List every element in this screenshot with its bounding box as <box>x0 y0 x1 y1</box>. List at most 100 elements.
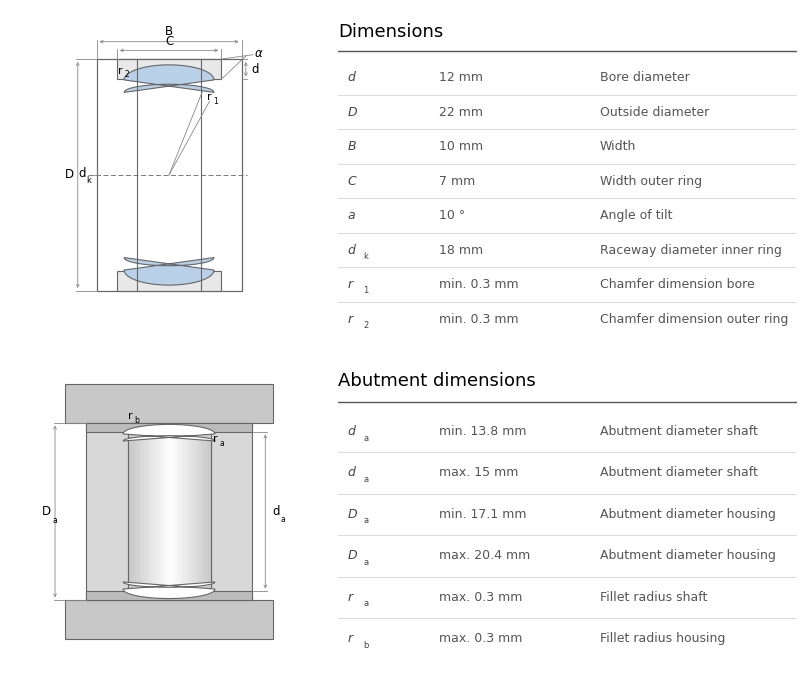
Bar <box>130 423 133 600</box>
Text: max. 20.4 mm: max. 20.4 mm <box>439 549 530 563</box>
Text: d: d <box>347 244 355 256</box>
Text: Bore diameter: Bore diameter <box>600 71 689 84</box>
Text: r: r <box>347 313 353 326</box>
Bar <box>142 423 144 600</box>
Text: B: B <box>165 25 173 38</box>
Bar <box>186 423 188 600</box>
Bar <box>97 59 242 291</box>
Text: d: d <box>78 167 85 180</box>
Text: d: d <box>273 505 280 518</box>
Text: 2: 2 <box>363 320 369 330</box>
Text: a: a <box>220 439 225 448</box>
Text: r: r <box>347 591 353 604</box>
Bar <box>150 423 152 600</box>
Bar <box>210 423 252 600</box>
Text: D: D <box>64 168 73 182</box>
Text: a: a <box>363 433 369 443</box>
Text: a: a <box>53 516 58 525</box>
Bar <box>200 423 202 600</box>
Bar <box>171 423 175 600</box>
Bar <box>191 423 194 600</box>
Text: max. 15 mm: max. 15 mm <box>439 466 518 479</box>
Text: 1: 1 <box>363 286 369 295</box>
Bar <box>144 423 147 600</box>
Text: r: r <box>347 278 353 291</box>
Text: Abutment diameter housing: Abutment diameter housing <box>600 508 775 521</box>
Text: Abutment diameter shaft: Abutment diameter shaft <box>600 466 758 479</box>
Text: C: C <box>165 35 173 48</box>
Text: max. 0.3 mm: max. 0.3 mm <box>439 633 522 645</box>
Text: Width: Width <box>600 140 636 153</box>
Polygon shape <box>123 582 215 598</box>
Bar <box>128 423 130 600</box>
Text: min. 13.8 mm: min. 13.8 mm <box>439 425 526 438</box>
Text: 2: 2 <box>125 71 130 79</box>
Text: a: a <box>363 475 369 484</box>
Text: d: d <box>347 425 355 438</box>
Bar <box>205 423 208 600</box>
Bar <box>86 423 128 600</box>
Text: 12 mm: 12 mm <box>439 71 483 84</box>
Text: r: r <box>213 434 218 444</box>
Text: Outside diameter: Outside diameter <box>600 106 709 118</box>
Bar <box>65 600 273 639</box>
Text: Fillet radius shaft: Fillet radius shaft <box>600 591 707 604</box>
Bar <box>177 423 180 600</box>
Text: D: D <box>42 505 51 518</box>
Bar <box>167 423 169 600</box>
Text: min. 17.1 mm: min. 17.1 mm <box>439 508 526 521</box>
Text: 18 mm: 18 mm <box>439 244 483 256</box>
Text: Fillet radius housing: Fillet radius housing <box>600 633 725 645</box>
Text: D: D <box>347 508 357 521</box>
Text: k: k <box>363 252 368 260</box>
Bar <box>169 423 171 600</box>
Bar <box>175 423 177 600</box>
Bar <box>86 592 252 600</box>
Text: a: a <box>363 558 369 567</box>
Text: 22 mm: 22 mm <box>439 106 483 118</box>
Bar <box>65 384 273 423</box>
Text: C: C <box>347 174 356 188</box>
Text: Chamfer dimension bore: Chamfer dimension bore <box>600 278 754 291</box>
Bar <box>158 423 161 600</box>
Bar <box>128 423 210 600</box>
Text: a: a <box>281 516 286 524</box>
Text: r: r <box>207 92 212 102</box>
Text: d: d <box>347 466 355 479</box>
Bar <box>188 423 191 600</box>
Bar <box>97 59 242 291</box>
Bar <box>147 423 150 600</box>
Polygon shape <box>124 258 214 285</box>
Text: b: b <box>134 416 139 425</box>
Text: min. 0.3 mm: min. 0.3 mm <box>439 313 518 326</box>
Bar <box>155 423 158 600</box>
Text: D: D <box>347 549 357 563</box>
Text: Chamfer dimension outer ring: Chamfer dimension outer ring <box>600 313 788 326</box>
Bar <box>133 423 136 600</box>
Bar <box>163 423 167 600</box>
Text: k: k <box>86 176 91 184</box>
Bar <box>183 423 186 600</box>
Bar <box>138 423 142 600</box>
Bar <box>86 423 252 431</box>
Text: B: B <box>347 140 356 153</box>
Text: 10 °: 10 ° <box>439 209 465 222</box>
Text: 10 mm: 10 mm <box>439 140 483 153</box>
Bar <box>202 423 205 600</box>
Text: a: a <box>347 209 355 222</box>
Text: Abutment diameter shaft: Abutment diameter shaft <box>600 425 758 438</box>
Bar <box>180 423 183 600</box>
Text: r: r <box>347 633 353 645</box>
Bar <box>152 423 155 600</box>
Text: 7 mm: 7 mm <box>439 174 475 188</box>
Text: D: D <box>347 106 357 118</box>
Text: a: a <box>363 516 369 526</box>
Polygon shape <box>123 425 215 441</box>
Bar <box>117 59 221 79</box>
Bar <box>208 423 210 600</box>
Bar <box>136 423 138 600</box>
Bar <box>196 423 200 600</box>
Text: Abutment diameter housing: Abutment diameter housing <box>600 549 775 563</box>
Text: Dimensions: Dimensions <box>338 23 444 41</box>
Text: min. 0.3 mm: min. 0.3 mm <box>439 278 518 291</box>
